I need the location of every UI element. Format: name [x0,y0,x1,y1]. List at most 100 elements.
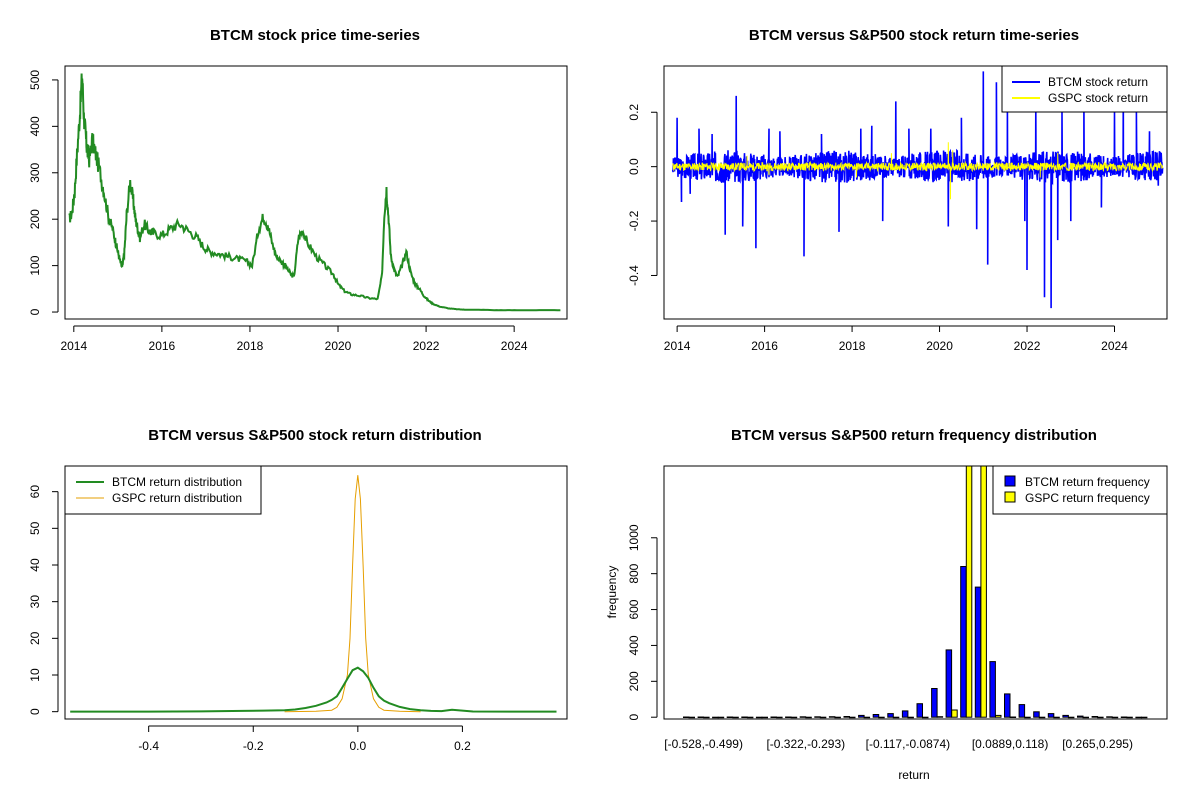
price-y-tick-label: 0 [28,308,42,315]
gspc-frequency-bar [1024,716,1031,719]
btcm-frequency-bar [785,716,792,718]
btcm-price-line [68,73,561,312]
legend-gspc-return-label: GSPC stock return [1048,91,1148,105]
gspc-frequency-bar [849,716,856,719]
btcm-frequency-bar [799,716,807,718]
frequency-y-tick-label: 400 [627,635,641,655]
btcm-frequency-bar [1106,716,1113,718]
btcm-frequency-bar [1018,704,1026,718]
density-y-tick-label: 30 [28,595,42,609]
price-y-tick-label: 400 [28,116,42,136]
returns-chart-title: BTCM versus S&P500 stock return time-ser… [749,27,1079,44]
gspc-frequency-bar [1097,716,1104,719]
frequency-y-tick-label: 1000 [627,524,641,551]
gspc-frequency-bar [1067,716,1075,719]
gspc-frequency-bar [892,716,900,719]
gspc-frequency-bar [1082,716,1089,719]
density-x-tick-label: -0.4 [138,739,159,753]
gspc-frequency-bar [819,716,827,719]
gspc-frequency-bar [717,716,725,719]
density-y-tick-label: 0 [28,708,42,715]
btcm-frequency-bar [1135,716,1142,719]
frequency-legend: BTCM return frequency GSPC return freque… [992,465,1168,515]
density-plot-frame [64,465,568,720]
gspc-frequency-bar [1053,716,1060,719]
gspc-frequency-bar [863,716,871,719]
btcm-frequency-bar [843,716,850,718]
price-y-tick-label: 100 [28,255,42,275]
btcm-frequency-bar [741,716,748,718]
btcm-frequency-bar [814,716,821,718]
returns-x-tick-label: 2020 [926,339,953,353]
gspc-frequency-bar [1111,716,1119,719]
price-x-tick-label: 2024 [501,339,528,353]
frequency-x-tick-label: [-0.322,-0.293) [766,737,845,751]
frequency-x-tick-label: [0.0889,0.118) [972,737,1049,751]
btcm-frequency-bar [755,716,763,719]
price-x-tick-label: 2022 [413,339,440,353]
returns-x-tick-label: 2024 [1101,339,1128,353]
density-legend-box [64,465,262,515]
gspc-frequency-bar [790,716,798,719]
returns-y-tick-label: 0.2 [627,104,641,121]
btcm-frequency-bar [683,716,690,718]
price-plot-frame [64,65,568,320]
price-chart-title: BTCM stock price time-series [210,27,420,44]
frequency-x-tick-label: [0.265,0.295) [1062,737,1133,751]
frequency-chart-title: BTCM versus S&P500 return frequency dist… [731,427,1097,444]
btcm-frequency-bar [974,586,982,718]
frequency-x-axis-label: return [898,768,929,782]
returns-x-tick-label: 2014 [664,339,691,353]
frequency-x-tick-label: [-0.117,-0.0874) [866,737,951,751]
gspc-frequency-bar [995,714,1002,718]
frequency-y-tick-label: 0 [627,714,641,721]
btcm-frequency-bar [989,661,996,718]
btcm-frequency-bar [1033,711,1040,718]
legend-gspc-frequency-label: GSPC return frequency [1025,491,1150,505]
returns-legend: BTCM stock return GSPC stock return [1001,65,1168,113]
btcm-frequency-bar [887,713,894,718]
returns-plot-frame [663,65,1168,320]
price-y-tick-label: 500 [28,70,42,90]
gspc-frequency-bar [761,716,768,719]
gspc-frequency-bar [878,716,885,719]
btcm-frequency-bar [1047,713,1055,718]
btcm-frequency-bar [1062,714,1069,718]
returns-x-tick-label: 2022 [1014,339,1041,353]
btcm-frequency-bar [1004,693,1011,718]
btcm-density-curve [70,666,557,713]
density-chart-title: BTCM versus S&P500 stock return distribu… [148,427,481,444]
price-chart: BTCM stock price time-series 2014 2016 201… [28,27,568,353]
price-y-tick-label: 300 [28,162,42,182]
returns-y-tick-label: 0.0 [627,158,641,175]
gspc-frequency-bar [1009,716,1017,718]
gspc-density-curve [284,475,421,713]
btcm-frequency-bar [916,703,923,718]
gspc-frequency-bar [980,465,987,718]
btcm-frequency-bar [1091,716,1099,718]
gspc-frequency-bar [965,465,973,718]
gspc-frequency-bar [834,716,841,719]
price-y-tick-label: 200 [28,209,42,229]
frequency-y-axis-label: frequency [605,566,619,619]
density-x-tick-label: 0.0 [349,739,366,753]
legend-btcm-frequency-label: BTCM return frequency [1025,475,1150,489]
frequency-y-tick-label: 800 [627,563,641,583]
gspc-frequency-bar [936,716,944,718]
btcm-frequency-bar [828,716,836,718]
gspc-frequency-bar [1038,716,1046,719]
price-x-tick-label: 2020 [325,339,352,353]
gspc-return-line [672,142,1164,200]
legend-btcm-return-label: BTCM stock return [1048,75,1148,89]
frequency-plot-frame [663,465,1168,720]
density-y-tick-label: 50 [28,521,42,535]
density-y-tick-label: 10 [28,668,42,682]
btcm-frequency-bar [770,716,777,718]
btcm-frequency-bar [931,688,938,718]
density-y-tick-label: 60 [28,485,42,499]
returns-x-tick-label: 2018 [839,339,866,353]
btcm-frequency-bar [945,649,953,718]
gspc-frequency-bar [688,716,695,719]
frequency-y-tick-label: 600 [627,599,641,619]
